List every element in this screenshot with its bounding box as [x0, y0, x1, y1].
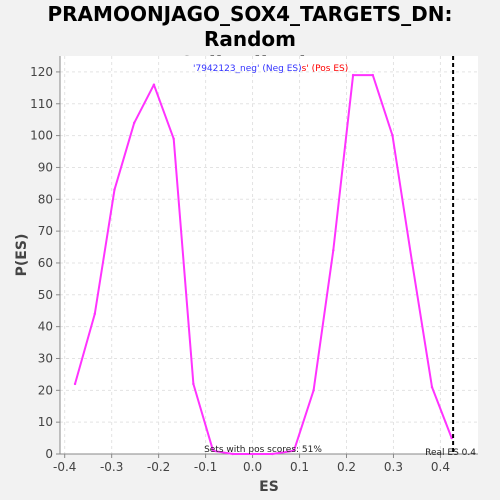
data-point: [351, 73, 355, 77]
y-tick-label: 10: [38, 415, 53, 429]
data-point: [192, 382, 195, 386]
x-tick-label: 0.1: [290, 460, 309, 474]
legend-neg-es: '7942123_neg' (Neg ES): [193, 64, 302, 74]
y-tick-label: 40: [38, 320, 53, 334]
y-axis-title: P(ES): [14, 234, 30, 277]
y-tick-label: 30: [38, 351, 53, 365]
data-point: [133, 121, 136, 125]
x-tick-label: 0.0: [243, 460, 262, 474]
data-point: [73, 382, 77, 386]
data-point: [271, 452, 274, 456]
data-point: [113, 188, 116, 191]
y-tick-label: 50: [38, 288, 53, 302]
x-tick-label: -0.3: [100, 460, 123, 474]
y-tick-label: 110: [30, 97, 53, 111]
data-point: [152, 83, 156, 86]
data-point: [172, 137, 175, 140]
data-point: [292, 449, 296, 453]
real-es-annotation: Real ES 0.4: [425, 448, 476, 458]
data-point: [430, 385, 434, 389]
y-tick-label: 100: [30, 129, 53, 143]
series-line: [74, 74, 453, 455]
y-tick-label: 0: [45, 447, 53, 461]
x-tick-label: -0.2: [147, 460, 170, 474]
data-point: [211, 449, 215, 453]
data-point: [93, 312, 96, 316]
data-point: [251, 452, 254, 456]
legend: '7942123_neg' (Neg ES)s' (Pos ES): [193, 64, 348, 74]
data-point: [391, 134, 394, 137]
x-tick-label: 0.2: [337, 460, 356, 474]
y-tick-label: 120: [30, 65, 53, 79]
x-axis-title: ES: [259, 479, 279, 495]
data-point: [332, 249, 335, 252]
y-tick-label: 90: [38, 160, 53, 174]
data-point: [231, 452, 235, 456]
x-tick-label: -0.1: [194, 460, 217, 474]
pos-scores-annotation: Sets with pos scores: 51%: [204, 445, 322, 455]
y-tick-label: 60: [38, 256, 53, 270]
x-tick-label: -0.4: [53, 460, 76, 474]
chart-title-line1: PRAMOONJAGO_SOX4_TARGETS_DN: Random: [47, 2, 453, 51]
plot-area: [60, 56, 478, 454]
x-tick-label: 0.4: [431, 460, 450, 474]
legend-pos-es: s' (Pos ES): [302, 64, 349, 74]
y-tick-label: 80: [38, 192, 53, 206]
data-point: [411, 261, 414, 265]
x-tick-label: 0.3: [384, 460, 403, 474]
y-tick-label: 20: [38, 383, 53, 397]
data-point: [312, 389, 315, 392]
data-point: [371, 73, 374, 77]
y-tick-label: 70: [38, 224, 53, 238]
